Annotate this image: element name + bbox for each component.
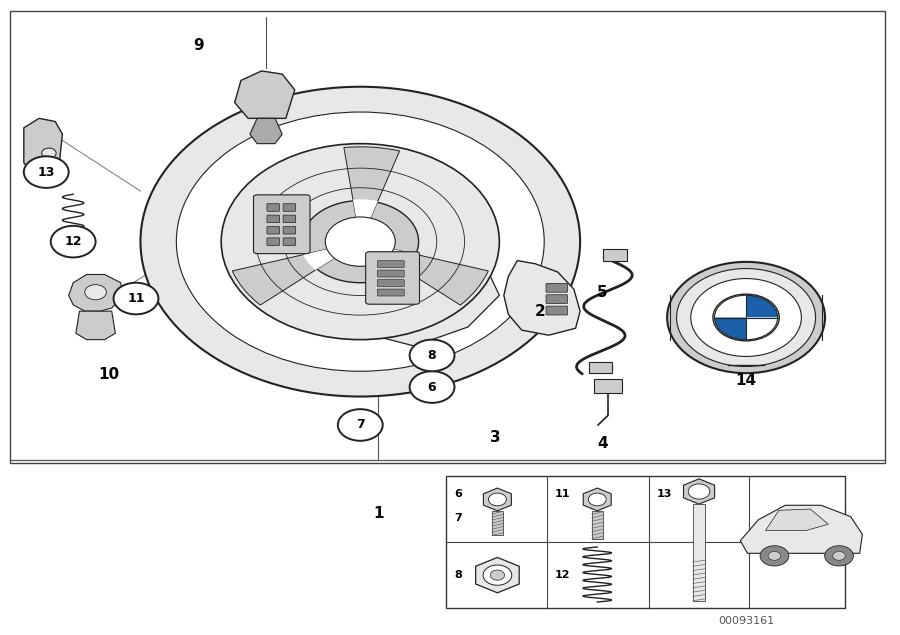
Text: 00093161: 00093161 [718,616,774,626]
Text: 3: 3 [490,430,500,445]
FancyBboxPatch shape [594,380,622,393]
Text: 10: 10 [98,367,120,382]
Text: 12: 12 [65,235,82,248]
FancyBboxPatch shape [546,283,568,292]
Polygon shape [766,509,828,531]
Polygon shape [741,505,862,553]
Circle shape [713,294,779,341]
Polygon shape [683,479,715,504]
FancyBboxPatch shape [284,238,296,245]
Circle shape [410,371,454,403]
FancyBboxPatch shape [365,251,419,304]
Text: 8: 8 [428,349,436,362]
FancyBboxPatch shape [377,289,404,296]
Circle shape [338,409,382,441]
Wedge shape [715,318,746,340]
Text: 13: 13 [656,489,671,499]
Circle shape [489,493,507,505]
FancyBboxPatch shape [254,195,310,253]
Polygon shape [250,118,283,144]
Text: 5: 5 [598,284,608,300]
FancyBboxPatch shape [267,238,280,245]
FancyBboxPatch shape [603,248,626,260]
FancyBboxPatch shape [267,215,280,223]
Circle shape [325,217,395,266]
Polygon shape [583,488,611,511]
Circle shape [41,148,56,158]
Polygon shape [235,71,295,118]
Circle shape [832,551,845,560]
FancyBboxPatch shape [590,363,612,373]
Wedge shape [746,318,778,340]
Circle shape [688,484,710,499]
FancyBboxPatch shape [267,204,280,211]
Wedge shape [360,242,418,270]
Text: 13: 13 [38,166,55,178]
Bar [492,511,503,535]
Text: 4: 4 [598,436,608,451]
Circle shape [677,269,815,366]
Text: 7: 7 [454,513,463,523]
FancyBboxPatch shape [377,260,404,267]
Bar [11,11,886,463]
Text: 11: 11 [554,489,570,499]
Circle shape [483,565,512,585]
Wedge shape [353,199,378,242]
Wedge shape [715,295,746,318]
Circle shape [667,262,825,373]
Polygon shape [504,260,580,335]
Polygon shape [23,118,62,182]
Text: 12: 12 [554,570,570,580]
Polygon shape [476,558,519,593]
Polygon shape [76,311,115,340]
Circle shape [221,144,500,340]
Circle shape [23,156,68,188]
Bar [693,504,706,601]
FancyBboxPatch shape [284,204,296,211]
Text: 8: 8 [454,570,463,580]
Text: 11: 11 [127,292,145,305]
FancyBboxPatch shape [377,270,404,277]
Wedge shape [232,242,360,305]
Circle shape [769,551,780,560]
FancyBboxPatch shape [267,227,280,234]
Polygon shape [68,274,122,311]
Text: 2: 2 [535,304,545,319]
Wedge shape [344,147,400,242]
FancyBboxPatch shape [546,295,568,304]
Circle shape [824,545,853,566]
Circle shape [589,493,607,505]
Wedge shape [746,295,778,318]
Text: 14: 14 [735,373,757,388]
Circle shape [140,87,580,396]
Circle shape [691,279,801,356]
Text: 9: 9 [194,38,204,53]
Wedge shape [360,242,489,305]
Circle shape [85,284,106,300]
Wedge shape [303,242,360,270]
Polygon shape [483,488,511,511]
Bar [446,476,845,608]
Text: 6: 6 [428,380,436,394]
Circle shape [760,545,788,566]
Circle shape [410,340,454,371]
Circle shape [302,201,419,283]
Text: 7: 7 [356,418,364,431]
Circle shape [491,570,505,580]
FancyBboxPatch shape [377,279,404,286]
FancyBboxPatch shape [284,215,296,223]
FancyBboxPatch shape [284,227,296,234]
Circle shape [113,283,158,314]
Polygon shape [364,270,500,346]
Circle shape [176,112,544,371]
Text: 1: 1 [373,506,383,521]
Text: 6: 6 [454,489,463,499]
Circle shape [50,226,95,257]
Bar [592,511,603,538]
FancyBboxPatch shape [546,306,568,315]
